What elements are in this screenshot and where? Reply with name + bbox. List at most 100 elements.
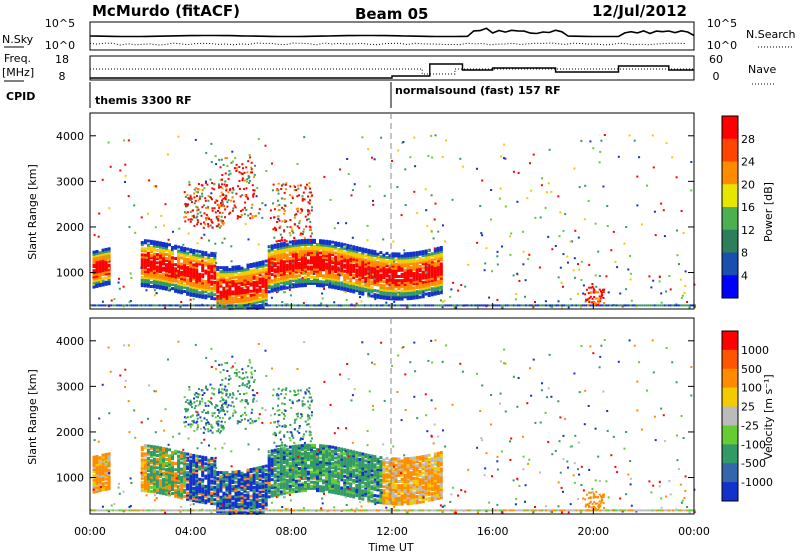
heatmap-cell	[325, 461, 329, 465]
heatmap-cell	[213, 481, 217, 485]
heatmap-cell	[189, 256, 193, 260]
heatmap-cell	[325, 258, 329, 262]
heatmap-cell	[288, 257, 292, 260]
heatmap-cell	[261, 465, 265, 469]
heatmap-cell	[225, 296, 229, 300]
heatmap-cell	[279, 480, 283, 484]
heatmap-cell	[328, 476, 332, 479]
heatmap-cell	[297, 274, 301, 278]
heatmap-cell	[204, 466, 208, 470]
heatmap-cell	[252, 498, 256, 502]
heatmap-cell	[316, 282, 319, 286]
heatmap-cell	[279, 271, 283, 275]
heatmap-cell	[394, 279, 398, 283]
heatmap-cell	[367, 277, 371, 281]
heatmap-cell	[228, 274, 232, 278]
heatmap-cell	[146, 247, 150, 251]
heatmap-cell	[146, 262, 150, 266]
heatmap-cell	[239, 304, 241, 307]
heatmap-cell	[237, 287, 241, 291]
heatmap-cell	[270, 260, 274, 264]
heatmap-cell	[168, 487, 171, 491]
heatmap-cell	[424, 292, 428, 296]
heatmap-cell	[171, 272, 174, 276]
heatmap-cell	[162, 453, 165, 457]
heatmap-cell	[306, 476, 310, 480]
heatmap-cell	[288, 462, 292, 465]
heatmap-cell	[277, 189, 280, 192]
heatmap-cell	[249, 265, 253, 269]
heatmap-cell	[155, 472, 159, 476]
heatmap-cell	[272, 228, 275, 231]
heatmap-cell	[328, 256, 332, 260]
heatmap-cell	[334, 284, 338, 288]
heatmap-cell	[291, 248, 295, 252]
heatmap-cell	[500, 304, 503, 307]
heatmap-cell	[213, 502, 217, 506]
heatmap-cell	[340, 486, 344, 490]
heatmap-cell	[276, 487, 280, 490]
heatmap-cell	[146, 272, 150, 276]
heatmap-cell	[149, 477, 153, 481]
heatmap-cell	[270, 463, 274, 467]
heatmap-cell	[267, 478, 271, 482]
heatmap-cell	[641, 304, 644, 307]
heatmap-cell	[358, 464, 362, 468]
heatmap-cell	[352, 259, 356, 263]
heatmap-cell	[388, 295, 392, 299]
heatmap-cell	[152, 490, 156, 494]
heatmap-cell	[416, 304, 419, 307]
heatmap-cell	[234, 292, 238, 296]
heatmap-cell	[98, 458, 102, 462]
heatmap-cell	[152, 476, 156, 480]
heatmap-cell	[529, 162, 531, 165]
heatmap-cell	[171, 492, 174, 496]
heatmap-cell	[168, 249, 171, 253]
heatmap-cell	[322, 245, 325, 249]
heatmap-cell	[146, 489, 150, 493]
heatmap-cell	[184, 215, 187, 218]
heatmap-cell	[388, 274, 392, 278]
heatmap-cell	[288, 288, 291, 291]
heatmap-cell	[325, 304, 328, 307]
heatmap-cell	[228, 288, 232, 292]
heatmap-cell	[397, 297, 401, 301]
heatmap-cell	[101, 474, 105, 478]
heatmap-cell	[204, 491, 208, 495]
heatmap-cell	[319, 272, 322, 275]
heatmap-cell	[192, 285, 196, 289]
heatmap-cell	[461, 165, 464, 168]
heatmap-cell	[382, 267, 386, 271]
heatmap-cell	[288, 490, 292, 494]
heatmap-cell	[255, 269, 259, 273]
heatmap-cell	[649, 304, 652, 307]
heatmap-cell	[195, 253, 199, 257]
heatmap-cell	[337, 243, 341, 247]
colorbar-swatch	[722, 229, 738, 253]
heatmap-cell	[361, 479, 365, 483]
heatmap-cell	[321, 297, 324, 300]
heatmap-cell	[484, 262, 487, 265]
heatmap-cell	[436, 255, 440, 258]
heatmap-cell	[261, 485, 265, 489]
heatmap-cell	[122, 304, 125, 307]
heatmap-cell	[361, 456, 365, 460]
heatmap-cell	[252, 293, 256, 297]
heatmap-cell	[343, 470, 347, 474]
heatmap-cell	[234, 480, 238, 484]
heatmap-cell	[316, 273, 319, 277]
heatmap-cell	[232, 304, 235, 307]
heatmap-cell	[415, 259, 419, 263]
heatmap-cell	[189, 289, 193, 293]
heatmap-cell	[388, 297, 392, 301]
heatmap-cell	[636, 204, 639, 207]
heatmap-cell	[350, 246, 353, 249]
heatmap-cell	[328, 467, 332, 471]
heatmap-cell	[216, 493, 220, 497]
heatmap-cell	[464, 285, 467, 288]
heatmap-cell	[92, 457, 96, 461]
heatmap-cell	[152, 486, 156, 490]
heatmap-cell	[601, 304, 604, 307]
heatmap-cell	[213, 282, 217, 286]
heatmap-cell	[207, 261, 211, 265]
